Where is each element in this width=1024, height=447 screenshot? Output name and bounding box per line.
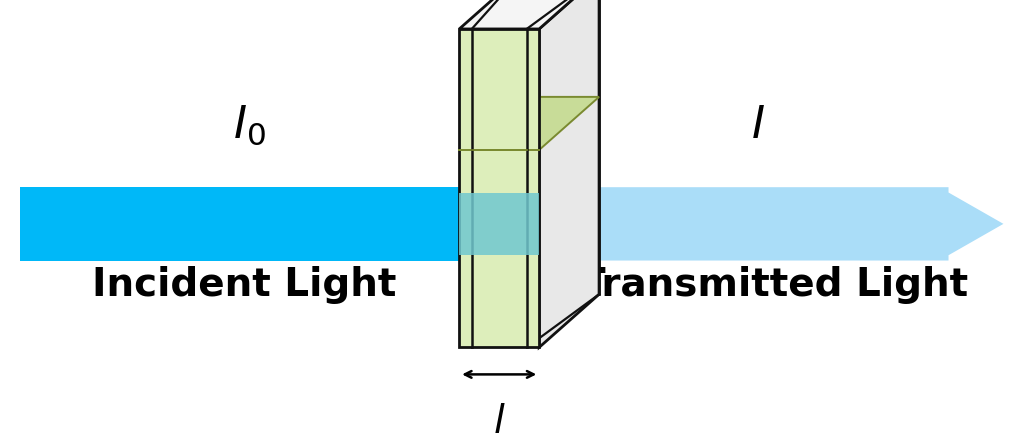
FancyArrow shape [540, 187, 1004, 261]
Text: I$_0$: I$_0$ [233, 104, 266, 147]
Text: I: I [753, 104, 765, 147]
Text: Incident Light: Incident Light [92, 266, 397, 304]
Polygon shape [460, 0, 599, 29]
Bar [20, 187, 460, 261]
Bar [519, 0, 599, 294]
Text: $l$: $l$ [493, 403, 506, 441]
Text: Transmitted Light: Transmitted Light [580, 266, 969, 304]
Polygon shape [540, 0, 599, 347]
Bar [460, 193, 540, 255]
Polygon shape [460, 97, 599, 150]
Bar [460, 29, 540, 347]
